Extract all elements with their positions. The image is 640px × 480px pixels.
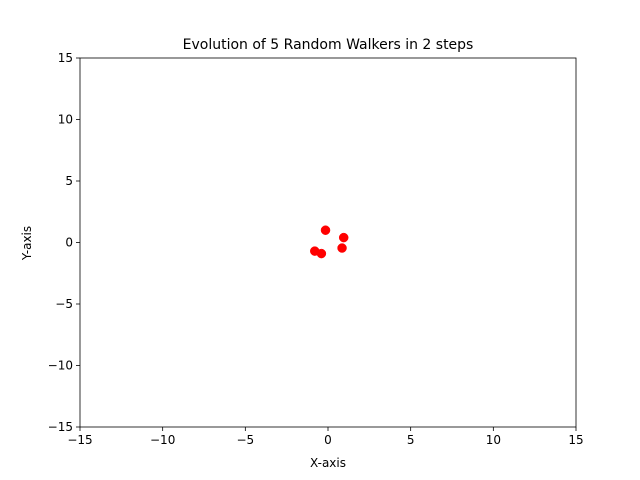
y-tick-label: 15: [58, 51, 73, 65]
x-tick-label: 0: [324, 433, 332, 447]
chart-title: Evolution of 5 Random Walkers in 2 steps: [183, 37, 474, 53]
y-tick-label: 10: [58, 113, 73, 127]
y-tick-label: −10: [48, 359, 73, 373]
x-tick-label: 15: [568, 433, 583, 447]
x-tick-label: −15: [67, 433, 92, 447]
data-point: [338, 232, 349, 243]
y-axis-label: Y-axis: [20, 226, 34, 261]
data-point: [316, 248, 327, 259]
x-axis-label: X-axis: [310, 456, 346, 470]
data-point: [320, 225, 331, 235]
y-tick-label: −5: [55, 297, 73, 311]
plot-area: −15 −10 −5 0 5 10 15 −15 −10 −5 0 5 10 15: [48, 51, 584, 447]
plot-frame: [79, 57, 577, 428]
y-tick-label: −15: [48, 420, 73, 434]
plot-background: [80, 58, 576, 427]
x-tick-label: 5: [407, 433, 415, 447]
y-tick-label: 5: [65, 174, 73, 188]
x-tick-label: −10: [150, 433, 175, 447]
x-tick-label: 10: [486, 433, 501, 447]
y-tick-label: 0: [65, 236, 73, 250]
data-point: [337, 243, 347, 253]
x-tick-label: −5: [236, 433, 254, 447]
